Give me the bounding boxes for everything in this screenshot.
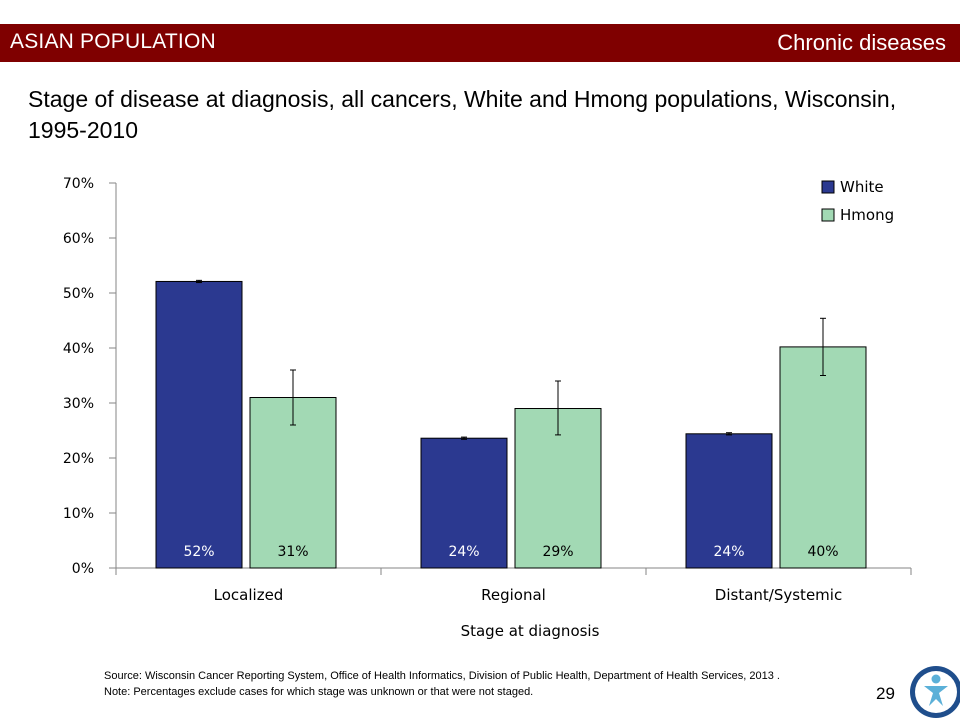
bar-chart: 0% 10% 20% 30% 40% 50% 60% 70% 52% 31% Localized 24… [63, 176, 912, 640]
page-number: 29 [876, 684, 895, 703]
chart-area: 0% 10% 20% 30% 40% 50% 60% 70% 52% 31% Localized 24… [0, 160, 960, 650]
exclusion-note: Note: Percentages exclude cases for whic… [104, 686, 534, 698]
x-category-label: Localized [214, 586, 284, 604]
y-tick-label: 20% [63, 451, 94, 467]
y-tick-label: 0% [72, 561, 94, 577]
legend-swatch [821, 180, 835, 194]
slide-title: Stage of disease at diagnosis, all cance… [28, 86, 897, 143]
bar-white-2 [685, 433, 773, 569]
y-tick-label: 70% [63, 176, 94, 192]
y-tick-label: 10% [63, 506, 94, 522]
bar-hmong-0 [249, 397, 337, 569]
legend-label: White [840, 178, 884, 196]
legend-label: Hmong [840, 206, 894, 224]
bar-white-1 [420, 437, 508, 569]
header-bar: ASIAN POPULATION Chronic diseases [0, 24, 960, 62]
y-tick-label: 30% [63, 396, 94, 412]
footer-notes: Source: Wisconsin Cancer Reporting Syste… [104, 668, 844, 700]
data-label: 40% [807, 544, 838, 560]
y-tick-label: 50% [63, 286, 94, 302]
data-label: 31% [277, 544, 308, 560]
y-tick-label: 40% [63, 341, 94, 357]
bar-hmong-2 [779, 346, 867, 569]
x-axis-title: Stage at diagnosis [461, 622, 600, 640]
source-note: Source: Wisconsin Cancer Reporting Syste… [104, 670, 780, 682]
y-tick-label: 60% [63, 231, 94, 247]
x-category-label: Regional [481, 586, 546, 604]
data-label: 52% [183, 544, 214, 560]
data-label: 29% [542, 544, 573, 560]
health-department-logo [910, 666, 960, 718]
bar-white-0 [155, 280, 243, 569]
x-category-label: Distant/Systemic [715, 586, 842, 604]
section-label: ASIAN POPULATION [10, 30, 216, 53]
data-label: 24% [713, 544, 744, 560]
data-label: 24% [448, 544, 479, 560]
legend-swatch [821, 208, 835, 222]
topic-label: Chronic diseases [777, 30, 946, 55]
